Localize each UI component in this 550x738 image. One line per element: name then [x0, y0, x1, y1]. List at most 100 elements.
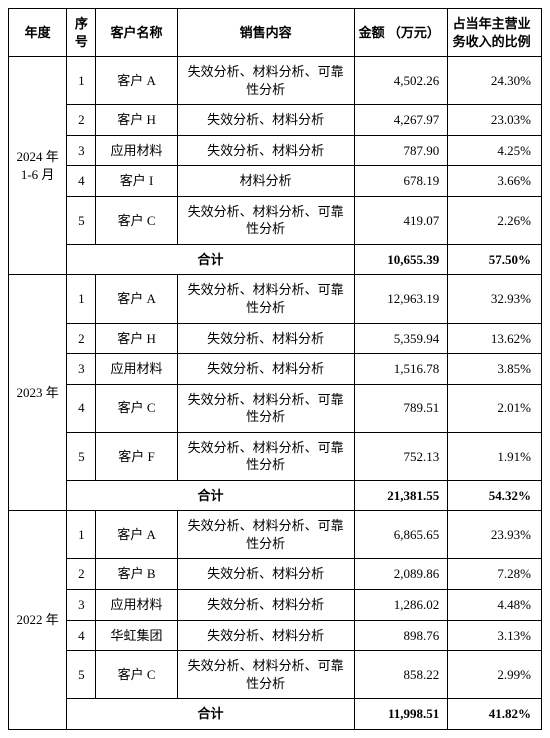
header-ratio: 占当年主营业务收入的比例 — [448, 9, 542, 57]
seq-cell: 2 — [67, 559, 96, 590]
amount-cell: 12,963.19 — [354, 275, 448, 323]
header-seq: 序号 — [67, 9, 96, 57]
content-cell: 失效分析、材料分析、可靠性分析 — [177, 432, 354, 480]
ratio-cell: 3.13% — [448, 620, 542, 651]
header-content: 销售内容 — [177, 9, 354, 57]
table-row: 5客户 C失效分析、材料分析、可靠性分析419.072.26% — [9, 196, 542, 244]
year-cell: 2023 年 — [9, 275, 67, 511]
content-cell: 失效分析、材料分析、可靠性分析 — [177, 196, 354, 244]
amount-cell: 6,865.65 — [354, 511, 448, 559]
seq-cell: 4 — [67, 166, 96, 197]
amount-cell: 4,267.97 — [354, 105, 448, 136]
seq-cell: 4 — [67, 620, 96, 651]
ratio-cell: 3.66% — [448, 166, 542, 197]
customer-revenue-table: 年度 序号 客户名称 销售内容 金额 （万元） 占当年主营业务收入的比例 202… — [8, 8, 542, 730]
customer-cell: 应用材料 — [96, 135, 177, 166]
ratio-cell: 4.48% — [448, 590, 542, 621]
customer-cell: 应用材料 — [96, 590, 177, 621]
ratio-cell: 23.93% — [448, 511, 542, 559]
ratio-cell: 4.25% — [448, 135, 542, 166]
amount-cell: 787.90 — [354, 135, 448, 166]
table-row: 3应用材料失效分析、材料分析1,516.783.85% — [9, 354, 542, 385]
subtotal-amount: 11,998.51 — [354, 699, 448, 730]
amount-cell: 1,286.02 — [354, 590, 448, 621]
customer-cell: 客户 B — [96, 559, 177, 590]
subtotal-row: 合计10,655.3957.50% — [9, 244, 542, 275]
amount-cell: 898.76 — [354, 620, 448, 651]
content-cell: 失效分析、材料分析、可靠性分析 — [177, 384, 354, 432]
seq-cell: 5 — [67, 432, 96, 480]
subtotal-label: 合计 — [67, 699, 354, 730]
seq-cell: 2 — [67, 323, 96, 354]
customer-cell: 华虹集团 — [96, 620, 177, 651]
customer-cell: 客户 A — [96, 511, 177, 559]
amount-cell: 1,516.78 — [354, 354, 448, 385]
table-row: 3应用材料失效分析、材料分析1,286.024.48% — [9, 590, 542, 621]
ratio-cell: 1.91% — [448, 432, 542, 480]
header-amount: 金额 （万元） — [354, 9, 448, 57]
customer-cell: 客户 C — [96, 651, 177, 699]
table-row: 5客户 F失效分析、材料分析、可靠性分析752.131.91% — [9, 432, 542, 480]
amount-cell: 678.19 — [354, 166, 448, 197]
subtotal-row: 合计21,381.5554.32% — [9, 480, 542, 511]
subtotal-label: 合计 — [67, 244, 354, 275]
ratio-cell: 2.99% — [448, 651, 542, 699]
table-row: 5客户 C失效分析、材料分析、可靠性分析858.222.99% — [9, 651, 542, 699]
content-cell: 失效分析、材料分析、可靠性分析 — [177, 57, 354, 105]
amount-cell: 2,089.86 — [354, 559, 448, 590]
customer-cell: 客户 H — [96, 323, 177, 354]
ratio-cell: 32.93% — [448, 275, 542, 323]
ratio-cell: 23.03% — [448, 105, 542, 136]
ratio-cell: 13.62% — [448, 323, 542, 354]
customer-cell: 客户 I — [96, 166, 177, 197]
content-cell: 失效分析、材料分析、可靠性分析 — [177, 511, 354, 559]
table-row: 3应用材料失效分析、材料分析787.904.25% — [9, 135, 542, 166]
table-row: 2客户 B失效分析、材料分析2,089.867.28% — [9, 559, 542, 590]
content-cell: 失效分析、材料分析 — [177, 323, 354, 354]
content-cell: 失效分析、材料分析 — [177, 354, 354, 385]
table-row: 2022 年1客户 A失效分析、材料分析、可靠性分析6,865.6523.93% — [9, 511, 542, 559]
subtotal-amount: 10,655.39 — [354, 244, 448, 275]
seq-cell: 4 — [67, 384, 96, 432]
ratio-cell: 7.28% — [448, 559, 542, 590]
amount-cell: 858.22 — [354, 651, 448, 699]
subtotal-ratio: 54.32% — [448, 480, 542, 511]
ratio-cell: 2.26% — [448, 196, 542, 244]
amount-cell: 789.51 — [354, 384, 448, 432]
amount-cell: 4,502.26 — [354, 57, 448, 105]
customer-cell: 客户 C — [96, 384, 177, 432]
ratio-cell: 24.30% — [448, 57, 542, 105]
seq-cell: 3 — [67, 590, 96, 621]
header-year: 年度 — [9, 9, 67, 57]
amount-cell: 419.07 — [354, 196, 448, 244]
content-cell: 材料分析 — [177, 166, 354, 197]
ratio-cell: 2.01% — [448, 384, 542, 432]
seq-cell: 1 — [67, 511, 96, 559]
customer-cell: 应用材料 — [96, 354, 177, 385]
customer-cell: 客户 C — [96, 196, 177, 244]
year-cell: 2022 年 — [9, 511, 67, 729]
table-body: 2024 年 1-6 月1客户 A失效分析、材料分析、可靠性分析4,502.26… — [9, 57, 542, 730]
amount-cell: 752.13 — [354, 432, 448, 480]
table-row: 4客户 I材料分析678.193.66% — [9, 166, 542, 197]
customer-cell: 客户 A — [96, 275, 177, 323]
seq-cell: 3 — [67, 135, 96, 166]
content-cell: 失效分析、材料分析、可靠性分析 — [177, 651, 354, 699]
header-customer: 客户名称 — [96, 9, 177, 57]
table-row: 2客户 H失效分析、材料分析4,267.9723.03% — [9, 105, 542, 136]
seq-cell: 5 — [67, 651, 96, 699]
year-cell: 2024 年 1-6 月 — [9, 57, 67, 275]
customer-cell: 客户 A — [96, 57, 177, 105]
ratio-cell: 3.85% — [448, 354, 542, 385]
table-row: 2024 年 1-6 月1客户 A失效分析、材料分析、可靠性分析4,502.26… — [9, 57, 542, 105]
table-row: 2客户 H失效分析、材料分析5,359.9413.62% — [9, 323, 542, 354]
customer-cell: 客户 H — [96, 105, 177, 136]
subtotal-row: 合计11,998.5141.82% — [9, 699, 542, 730]
seq-cell: 2 — [67, 105, 96, 136]
seq-cell: 5 — [67, 196, 96, 244]
amount-cell: 5,359.94 — [354, 323, 448, 354]
subtotal-label: 合计 — [67, 480, 354, 511]
seq-cell: 3 — [67, 354, 96, 385]
content-cell: 失效分析、材料分析 — [177, 620, 354, 651]
content-cell: 失效分析、材料分析 — [177, 590, 354, 621]
